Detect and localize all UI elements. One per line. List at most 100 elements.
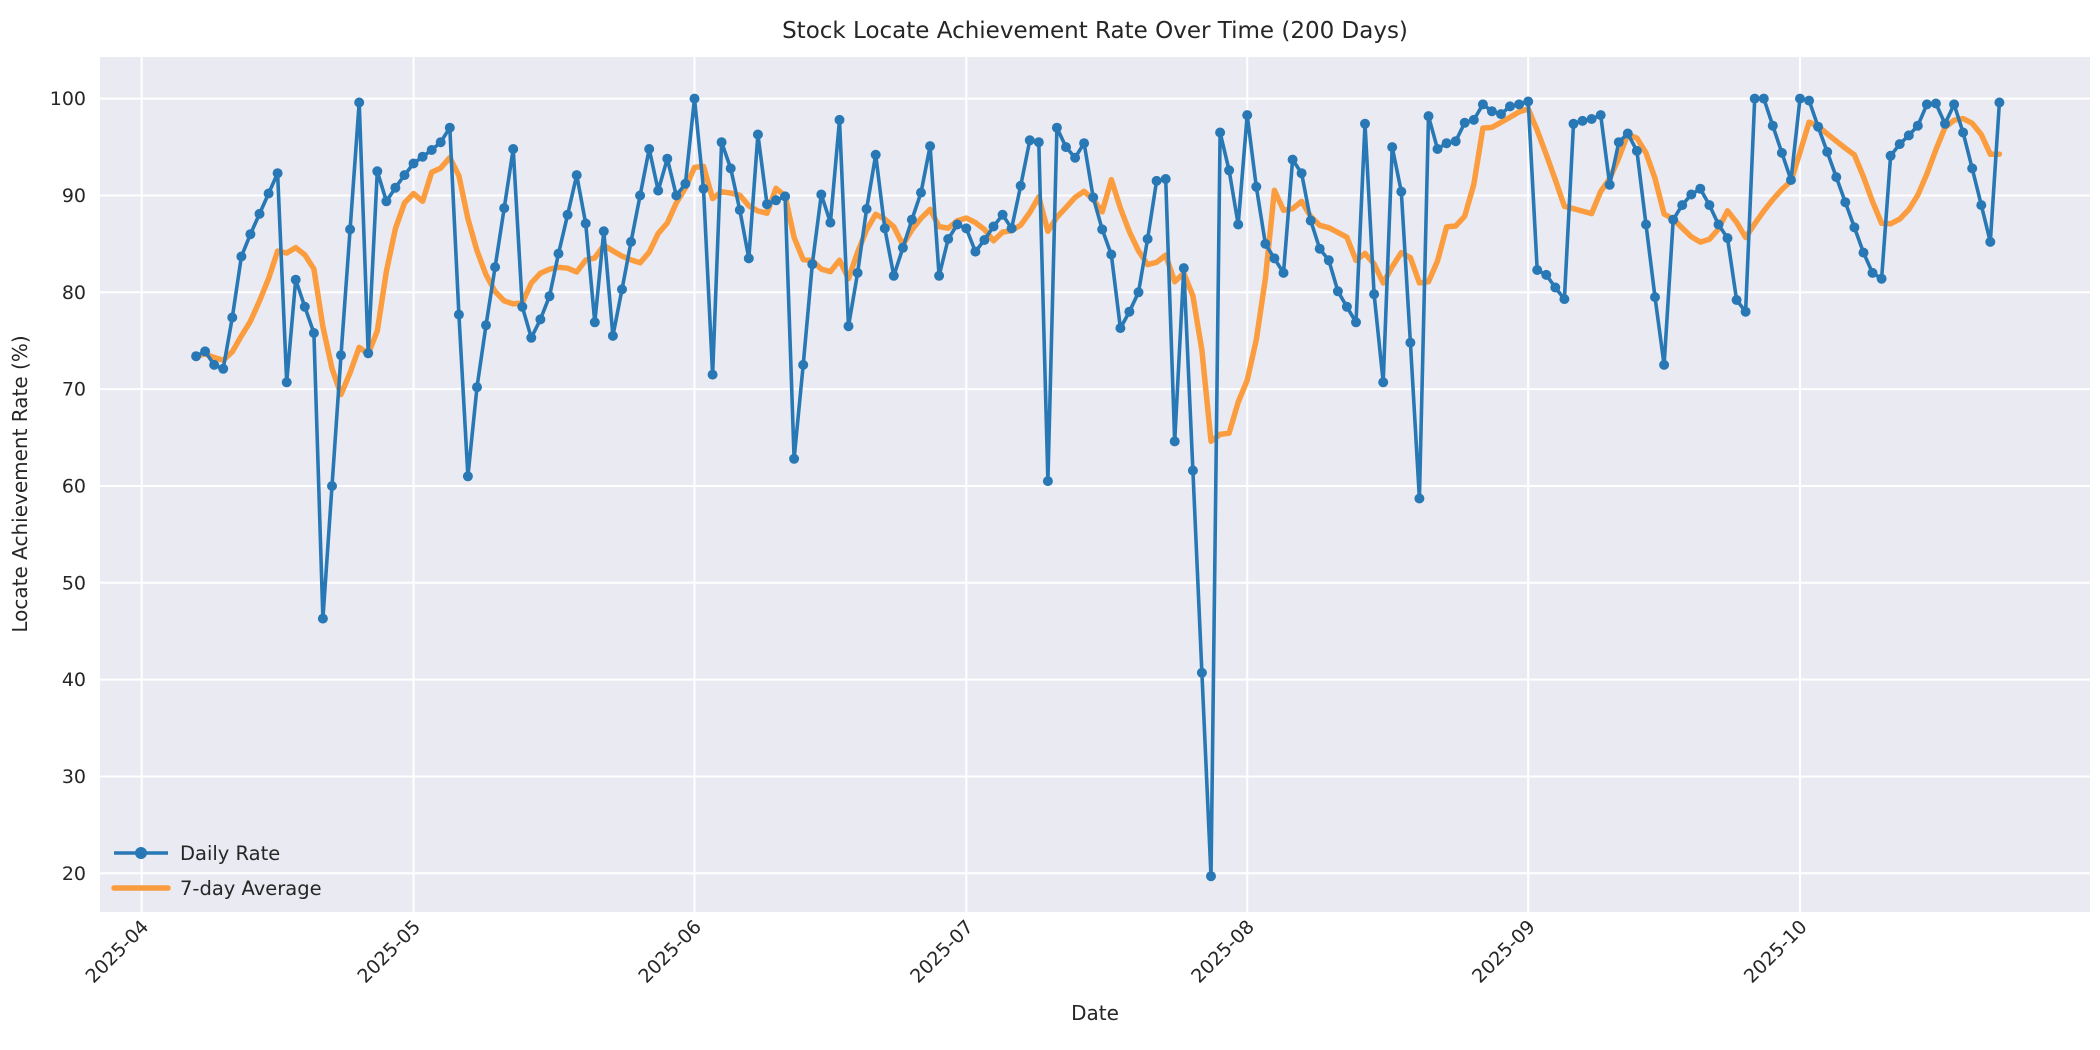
- data-point-marker: [227, 312, 238, 323]
- data-point-marker: [598, 226, 609, 237]
- data-point-marker: [1795, 93, 1805, 104]
- data-point-marker: [1070, 152, 1081, 163]
- data-point-marker: [490, 262, 501, 273]
- data-point-marker: [1387, 142, 1398, 153]
- data-point-marker: [236, 251, 247, 262]
- data-point-marker: [317, 613, 328, 624]
- data-point-marker: [1296, 168, 1307, 179]
- data-point-marker: [254, 208, 265, 219]
- x-tick-label: 2025-09: [1468, 916, 1540, 988]
- data-point-marker: [372, 166, 383, 177]
- legend-item-daily-rate: Daily Rate: [114, 842, 280, 865]
- legend: Daily Rate 7-day Average: [111, 842, 322, 900]
- data-point-marker: [399, 170, 410, 181]
- data-point-marker: [1822, 146, 1833, 157]
- data-point-marker: [816, 189, 827, 200]
- data-point-marker: [444, 122, 455, 133]
- data-point-marker: [553, 248, 564, 259]
- data-point-marker: [671, 190, 682, 201]
- data-point-marker: [1958, 127, 1969, 138]
- data-point-marker: [979, 235, 990, 245]
- y-axis-tick-labels: 20 30 40 50 60 70 80 90 100: [50, 88, 86, 885]
- data-point-marker: [1151, 175, 1162, 186]
- data-point-marker: [363, 348, 374, 359]
- data-point-marker: [1532, 265, 1543, 275]
- data-point-marker: [689, 93, 700, 104]
- data-point-marker: [1269, 253, 1280, 264]
- data-point-marker: [462, 471, 473, 482]
- data-point-marker: [780, 191, 791, 202]
- data-point-marker: [1704, 200, 1715, 211]
- data-point-marker: [762, 199, 772, 210]
- x-tick-label: 2025-05: [353, 916, 425, 988]
- data-point-marker: [1251, 181, 1262, 192]
- daily-rate-swatch-marker: [135, 847, 147, 859]
- data-point-marker: [535, 314, 546, 325]
- data-point-marker: [798, 359, 809, 370]
- data-point-marker: [453, 309, 464, 320]
- data-point-marker: [1949, 99, 1960, 110]
- data-point-marker: [481, 320, 491, 331]
- data-point-marker: [1033, 137, 1044, 148]
- data-point-marker: [336, 350, 346, 361]
- data-point-marker: [1994, 97, 2005, 108]
- data-point-marker: [1341, 301, 1352, 312]
- seven-day-average-path: [193, 106, 2003, 445]
- data-point-marker: [1976, 200, 1987, 211]
- data-point-marker: [200, 346, 211, 357]
- data-point-marker: [1604, 179, 1615, 190]
- data-point-marker: [743, 253, 754, 264]
- data-point-marker: [943, 234, 954, 244]
- data-point-marker: [1967, 163, 1978, 174]
- data-point-marker: [1079, 138, 1090, 149]
- data-point-marker: [1523, 96, 1534, 107]
- data-point-marker: [1849, 222, 1860, 233]
- data-point-marker: [544, 291, 555, 302]
- data-point-marker: [290, 274, 301, 285]
- data-point-marker: [1097, 224, 1108, 235]
- data-point-marker: [1369, 289, 1380, 300]
- data-point-marker: [417, 151, 428, 162]
- data-point-marker: [1051, 122, 1062, 133]
- data-point-marker: [1505, 101, 1515, 112]
- data-point-marker: [1224, 165, 1235, 176]
- data-point-marker: [1767, 120, 1778, 131]
- data-point-marker: [1858, 247, 1869, 258]
- data-point-marker: [1042, 476, 1053, 487]
- data-point-marker: [825, 217, 836, 228]
- data-point-marker: [1169, 436, 1180, 447]
- data-point-marker: [1613, 137, 1624, 148]
- data-point-marker: [1749, 93, 1760, 104]
- data-point-marker: [1831, 172, 1842, 183]
- data-point-marker: [1930, 98, 1941, 109]
- data-point-marker: [526, 332, 537, 343]
- data-point-marker: [1414, 493, 1425, 504]
- data-point-marker: [1650, 292, 1660, 303]
- data-point-marker: [1196, 667, 1207, 678]
- data-point-marker: [1323, 255, 1334, 266]
- data-point-marker: [426, 145, 437, 155]
- x-axis-label: Date: [1071, 1001, 1119, 1025]
- data-point-marker: [870, 149, 881, 160]
- data-point-marker: [381, 196, 392, 207]
- data-point-marker: [1786, 175, 1796, 185]
- data-point-marker: [345, 224, 356, 235]
- data-point-marker: [716, 137, 727, 148]
- data-point-marker: [191, 351, 202, 362]
- data-point-marker: [1233, 219, 1244, 230]
- y-tick-label: 100: [50, 88, 86, 110]
- data-point-marker: [607, 330, 618, 341]
- data-point-marker: [861, 204, 872, 214]
- data-point-marker: [680, 178, 691, 189]
- data-point-marker: [1305, 215, 1316, 226]
- data-point-marker: [662, 153, 673, 164]
- data-point-marker: [1876, 273, 1887, 284]
- data-point-marker: [499, 203, 510, 214]
- data-point-marker: [1568, 118, 1579, 129]
- data-point-marker: [1686, 189, 1697, 200]
- data-point-marker: [1758, 93, 1769, 104]
- data-point-marker: [970, 246, 981, 257]
- data-point-marker: [752, 129, 763, 140]
- data-point-marker: [843, 321, 854, 332]
